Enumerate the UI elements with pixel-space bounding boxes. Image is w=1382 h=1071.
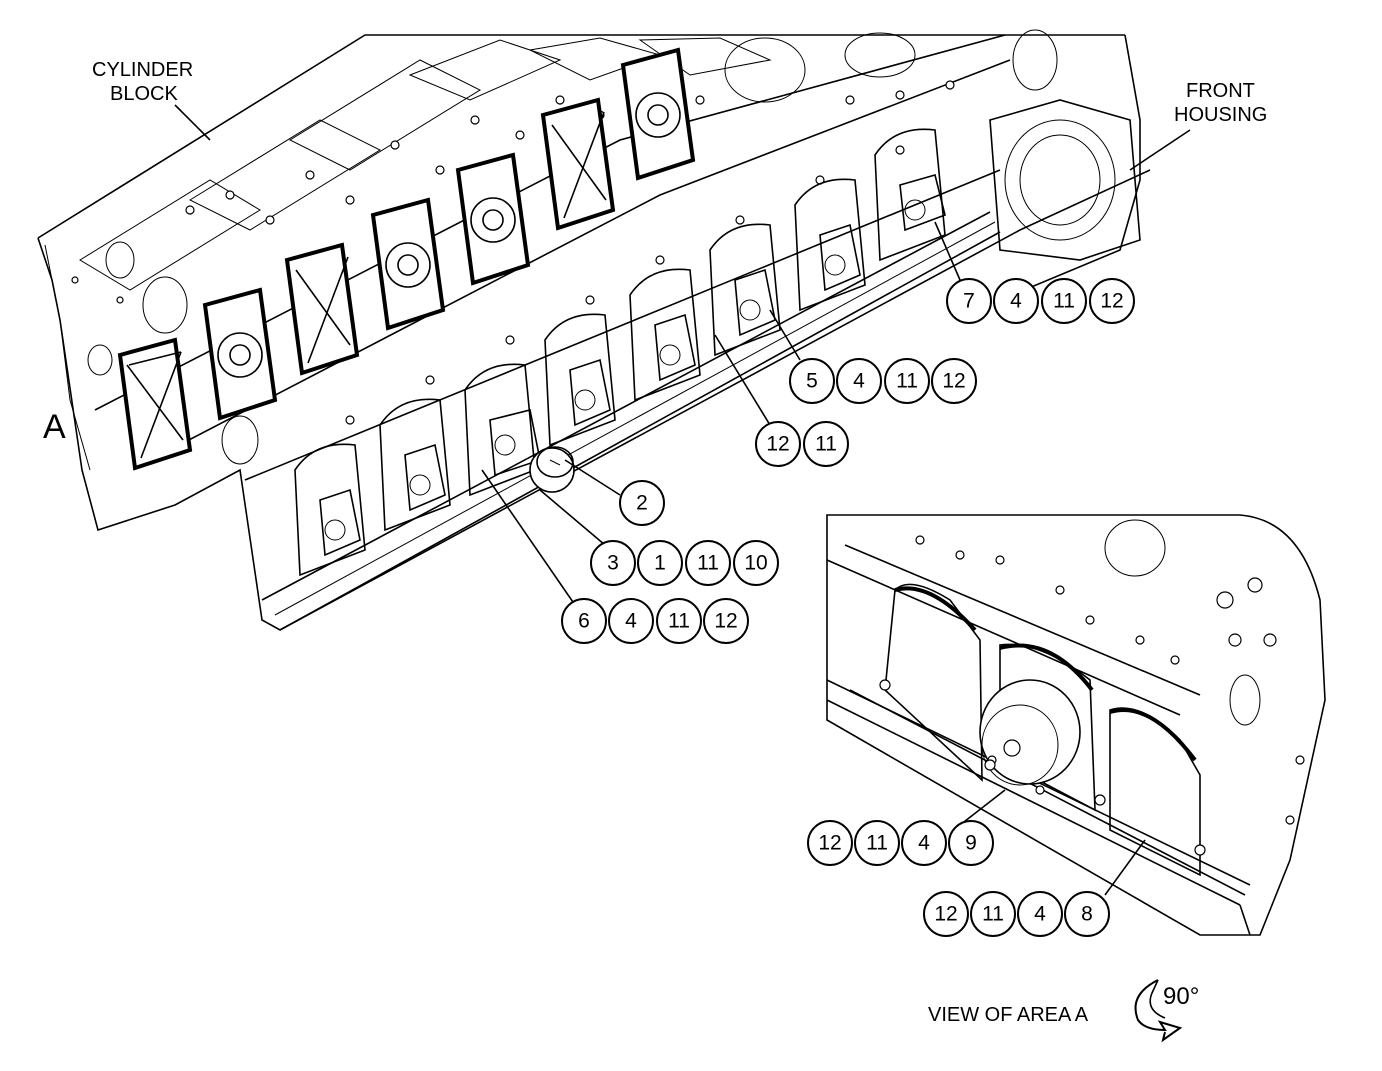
head-cover bbox=[455, 152, 531, 286]
callout-number: 4 bbox=[625, 610, 637, 633]
cylinder-block-drawing bbox=[37, 29, 1151, 631]
callout-group-2: 2 bbox=[619, 480, 665, 526]
callout-number: 9 bbox=[965, 832, 977, 855]
head-cover-x bbox=[284, 242, 360, 376]
callout-number: 4 bbox=[1034, 903, 1046, 926]
head-cover bbox=[620, 47, 696, 181]
callout-number: 6 bbox=[578, 610, 590, 633]
rotation-angle: 90° bbox=[1163, 983, 1199, 1010]
rotate-arrow-icon bbox=[1134, 979, 1183, 1043]
callout-number: 1 bbox=[654, 552, 666, 575]
callout-group-12-11-4-9: 12 11 4 9 bbox=[807, 820, 994, 866]
cylinder-block-label: CYLINDER bbox=[92, 59, 193, 81]
callout-group-5-4-11-12: 5 4 11 12 bbox=[789, 358, 977, 404]
callout-number: 4 bbox=[1010, 290, 1022, 313]
callout-number: 12 bbox=[818, 832, 841, 855]
head-cover bbox=[370, 197, 446, 331]
head-cover bbox=[202, 287, 278, 421]
callout-number: 3 bbox=[607, 552, 619, 575]
front-housing-label: HOUSING bbox=[1174, 104, 1267, 126]
detail-view-a bbox=[826, 514, 1326, 936]
callout-number: 11 bbox=[668, 610, 690, 633]
side-covers bbox=[294, 128, 946, 577]
callout-number: 12 bbox=[942, 370, 965, 393]
head-covers bbox=[117, 47, 696, 471]
head-cover-x bbox=[540, 97, 616, 231]
callout-number: 5 bbox=[806, 370, 818, 393]
leader-lines bbox=[174, 104, 1191, 896]
cylinder-block-label: BLOCK bbox=[110, 83, 178, 105]
callout-number: 4 bbox=[853, 370, 865, 393]
view-caption: VIEW OF AREA A bbox=[928, 1004, 1089, 1026]
callout-number: 11 bbox=[866, 832, 888, 855]
callout-number: 11 bbox=[815, 433, 837, 456]
front-housing-label: FRONT bbox=[1186, 80, 1255, 102]
callout-number: 8 bbox=[1081, 903, 1093, 926]
callout-number: 4 bbox=[918, 832, 930, 855]
callout-group-3-1-11-10: 3 1 11 10 bbox=[590, 540, 779, 586]
callout-number: 11 bbox=[697, 552, 719, 575]
callout-group-12-11-4-8: 12 11 4 8 bbox=[923, 891, 1110, 937]
callout-number: 2 bbox=[636, 492, 648, 515]
area-a-label: A bbox=[43, 408, 66, 446]
callout-group-12-11: 12 11 bbox=[755, 421, 849, 467]
callout-number: 7 bbox=[963, 290, 975, 313]
callout-number: 12 bbox=[766, 433, 789, 456]
callout-number: 11 bbox=[1053, 290, 1075, 313]
callout-group-6-4-11-12: 6 4 11 12 bbox=[561, 598, 749, 644]
breather-cap bbox=[529, 446, 575, 493]
callout-group-7-4-11-12: 7 4 11 12 bbox=[946, 278, 1135, 324]
callout-number: 12 bbox=[1100, 290, 1123, 313]
callout-number: 10 bbox=[744, 552, 767, 575]
callout-number: 11 bbox=[982, 903, 1004, 926]
callout-number: 12 bbox=[714, 610, 737, 633]
head-cover-x bbox=[117, 337, 193, 471]
callout-number: 12 bbox=[934, 903, 957, 926]
callout-number: 11 bbox=[896, 370, 918, 393]
